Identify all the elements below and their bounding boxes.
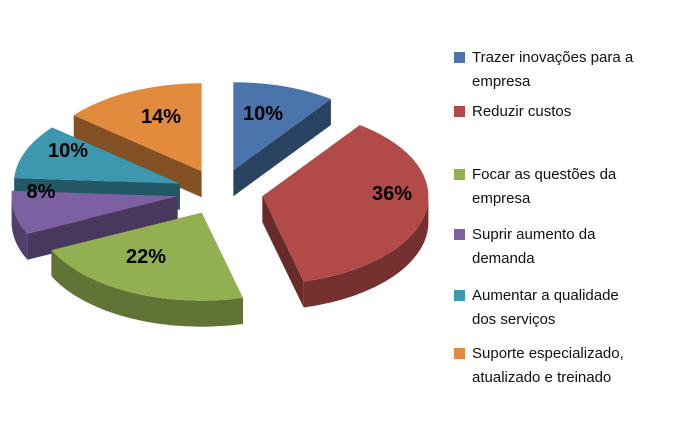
pie-slice-face: [11, 196, 28, 260]
legend-swatch-icon: [454, 229, 465, 240]
pie-slice-3: [51, 212, 243, 327]
legend-label: Reduzir custos: [472, 103, 572, 120]
pie-slice-face: [73, 83, 202, 172]
pie-slice-face: [73, 115, 202, 198]
pie-slice-face: [14, 127, 180, 184]
legend-item-1: Trazer inovações para a empresa: [454, 46, 633, 94]
legend-item-5: Aumentar a qualidade dos serviços: [454, 284, 619, 332]
pie-slice-1: [233, 82, 331, 197]
pie-slice-face: [262, 125, 429, 282]
legend-label: Focar as questões da empresa: [472, 166, 617, 207]
pie-slice-face: [233, 82, 331, 171]
legend-swatch-icon: [454, 290, 465, 301]
legend-swatch-icon: [454, 106, 465, 117]
legend-label: Suporte especializado, atualizado e trei…: [472, 345, 624, 386]
pie-slice-face: [233, 99, 331, 197]
pie-slice-face: [51, 250, 243, 327]
pie-chart: 10% 36% 22% 8% 10% 14%: [11, 82, 429, 327]
pie-slice-4: [11, 190, 178, 260]
legend-swatch-icon: [454, 348, 465, 359]
legend-item-2: Reduzir custos: [454, 100, 571, 124]
pie-slice-face: [51, 212, 243, 301]
pie-slice-2: [262, 125, 429, 308]
legend-item-3: Focar as questões da empresa: [454, 163, 616, 211]
pie-slice-face: [11, 190, 178, 234]
slice-label-3: 22%: [126, 246, 166, 268]
slice-label-1: 10%: [243, 103, 283, 125]
legend-item-6: Suporte especializado, atualizado e trei…: [454, 342, 624, 390]
legend-item-4: Suprir aumento da demanda: [454, 223, 595, 271]
legend-swatch-icon: [454, 169, 465, 180]
legend-swatch-icon: [454, 52, 465, 63]
pie-slice-6: [73, 83, 202, 198]
legend-label: Trazer inovações para a empresa: [472, 49, 634, 90]
legend-label: Suprir aumento da demanda: [472, 226, 596, 267]
slice-label-4: 8%: [27, 181, 56, 203]
slice-label-6: 14%: [141, 106, 181, 128]
slice-label-5: 10%: [48, 140, 88, 162]
chart-legend: Trazer inovações para a empresa Reduzir c…: [454, 0, 680, 428]
pie-slice-face: [303, 196, 429, 308]
pie-slice-face: [262, 196, 304, 308]
legend-label: Aumentar a qualidade dos serviços: [472, 287, 619, 328]
slice-label-2: 36%: [372, 183, 412, 205]
